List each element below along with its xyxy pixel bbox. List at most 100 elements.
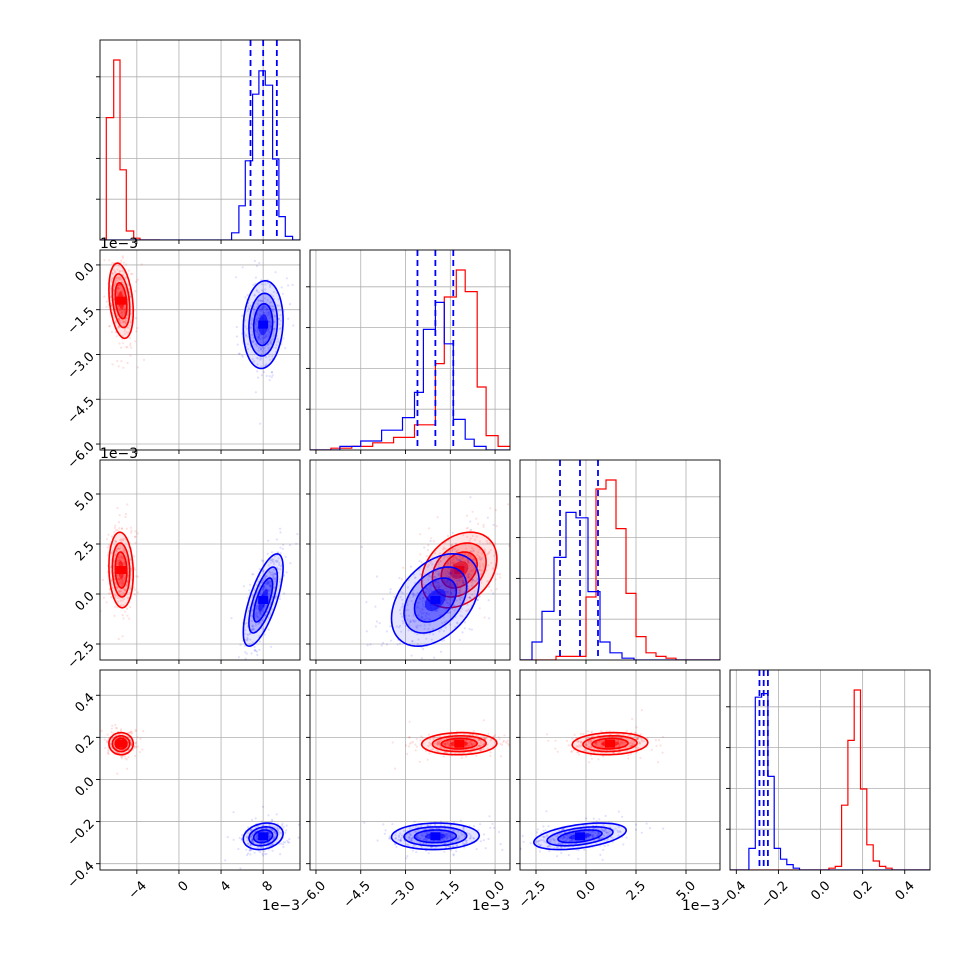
- red-sample-point: [452, 548, 455, 551]
- blue-sample-point: [429, 827, 432, 830]
- blue-sample-point: [459, 819, 462, 822]
- blue-sample-point: [564, 836, 567, 839]
- blue-sample-point: [425, 612, 428, 615]
- blue-sample-point: [378, 622, 381, 625]
- red-sample-point: [429, 742, 432, 745]
- blue-sample-point: [422, 611, 425, 615]
- red-sample-point: [118, 342, 121, 345]
- red-sample-point: [118, 320, 121, 323]
- red-sample-point: [589, 740, 593, 743]
- blue-sample-point: [257, 357, 260, 360]
- red-contour: [108, 262, 134, 340]
- red-sample-point: [465, 599, 468, 602]
- blue-sample-point: [267, 311, 270, 314]
- blue-sample-point: [449, 845, 452, 848]
- red-sample-point: [114, 282, 117, 285]
- red-sample-point: [471, 534, 474, 538]
- red-sample-point: [429, 588, 432, 591]
- red-sample-point: [120, 728, 123, 731]
- blue-sample-point: [235, 335, 239, 338]
- blue-sample-point: [257, 622, 260, 626]
- blue-sample-point: [255, 356, 258, 359]
- blue-sample-point: [460, 596, 463, 599]
- red-sample-point: [446, 570, 449, 573]
- red-sample-point: [438, 740, 441, 743]
- red-sample-point: [120, 538, 123, 541]
- red-sample-point: [118, 556, 121, 559]
- blue-sample-point: [265, 333, 268, 336]
- red-sample-point: [475, 535, 478, 538]
- blue-sample-point: [428, 617, 431, 621]
- blue-sample-point: [258, 334, 261, 337]
- blue-sample-point: [499, 843, 502, 846]
- red-sample-point: [119, 755, 122, 758]
- red-sample-point: [120, 555, 123, 558]
- red-sample-point: [570, 750, 573, 754]
- blue-sample-point: [271, 828, 274, 832]
- blue-sample-point: [275, 559, 278, 562]
- blue-sample-point: [553, 847, 556, 850]
- blue-sample-point: [376, 839, 379, 842]
- red-contour: [108, 731, 134, 756]
- blue-sample-point: [265, 307, 269, 311]
- red-sample-point: [114, 540, 117, 543]
- blue-sample-point: [488, 815, 491, 818]
- red-sample-point: [122, 588, 126, 591]
- blue-sample-point: [279, 319, 282, 322]
- red-sample-point: [458, 555, 461, 558]
- blue-sample-point: [472, 550, 475, 553]
- red-sample-point: [630, 739, 633, 742]
- red-sample-point: [438, 743, 441, 746]
- blue-sample-point: [254, 836, 257, 839]
- red-sample-point: [122, 557, 125, 560]
- blue-sample-point: [420, 615, 423, 619]
- red-sample-point: [134, 728, 137, 732]
- red-sample-point: [448, 603, 451, 607]
- y-tick-label: −0.2: [65, 817, 98, 850]
- blue-contour: [252, 302, 274, 347]
- blue-contour: [403, 826, 468, 847]
- x-tick-label: −1.5: [430, 878, 463, 911]
- red-sample-point: [117, 317, 120, 320]
- red-sample-point: [492, 735, 495, 738]
- blue-sample-point: [306, 825, 308, 827]
- blue-sample-point: [446, 601, 449, 604]
- blue-sample-point: [267, 835, 270, 838]
- blue-sample-point: [422, 605, 425, 608]
- red-sample-point: [455, 556, 458, 560]
- red-sample-point: [487, 732, 490, 735]
- red-sample-point: [453, 557, 456, 560]
- blue-sample-point: [399, 590, 402, 593]
- red-sample-point: [476, 745, 479, 749]
- red-sample-point: [491, 567, 494, 570]
- blue-sample-point: [493, 826, 496, 829]
- blue-sample-point: [261, 846, 264, 849]
- blue-sample-point: [277, 317, 280, 320]
- blue-sample-point: [248, 848, 251, 852]
- blue-sample-point: [258, 308, 261, 311]
- red-sample-point: [482, 523, 485, 526]
- red-sample-point: [446, 581, 449, 585]
- blue-sample-point: [270, 301, 273, 304]
- blue-sample-point: [411, 849, 414, 852]
- red-sample-point: [458, 589, 461, 592]
- blue-sample-point: [443, 555, 446, 558]
- red-sample-point: [629, 741, 633, 744]
- blue-sample-point: [455, 844, 458, 847]
- red-sample-point: [442, 742, 445, 745]
- red-sample-point: [119, 290, 123, 293]
- blue-sample-point: [469, 834, 472, 837]
- blue-sample-point: [272, 305, 275, 308]
- blue-sample-point: [272, 560, 275, 564]
- red-sample-point: [103, 259, 106, 262]
- red-sample-point: [489, 739, 492, 742]
- blue-sample-point: [270, 370, 273, 374]
- red-sample-point: [462, 580, 465, 583]
- blue-sample-point: [246, 836, 249, 839]
- blue-sample-point: [482, 839, 485, 842]
- red-sample-point: [437, 586, 440, 590]
- red-sample-point: [134, 280, 138, 283]
- red-sample-point: [502, 739, 506, 742]
- red-sample-point: [461, 580, 464, 583]
- blue-sample-point: [271, 571, 274, 574]
